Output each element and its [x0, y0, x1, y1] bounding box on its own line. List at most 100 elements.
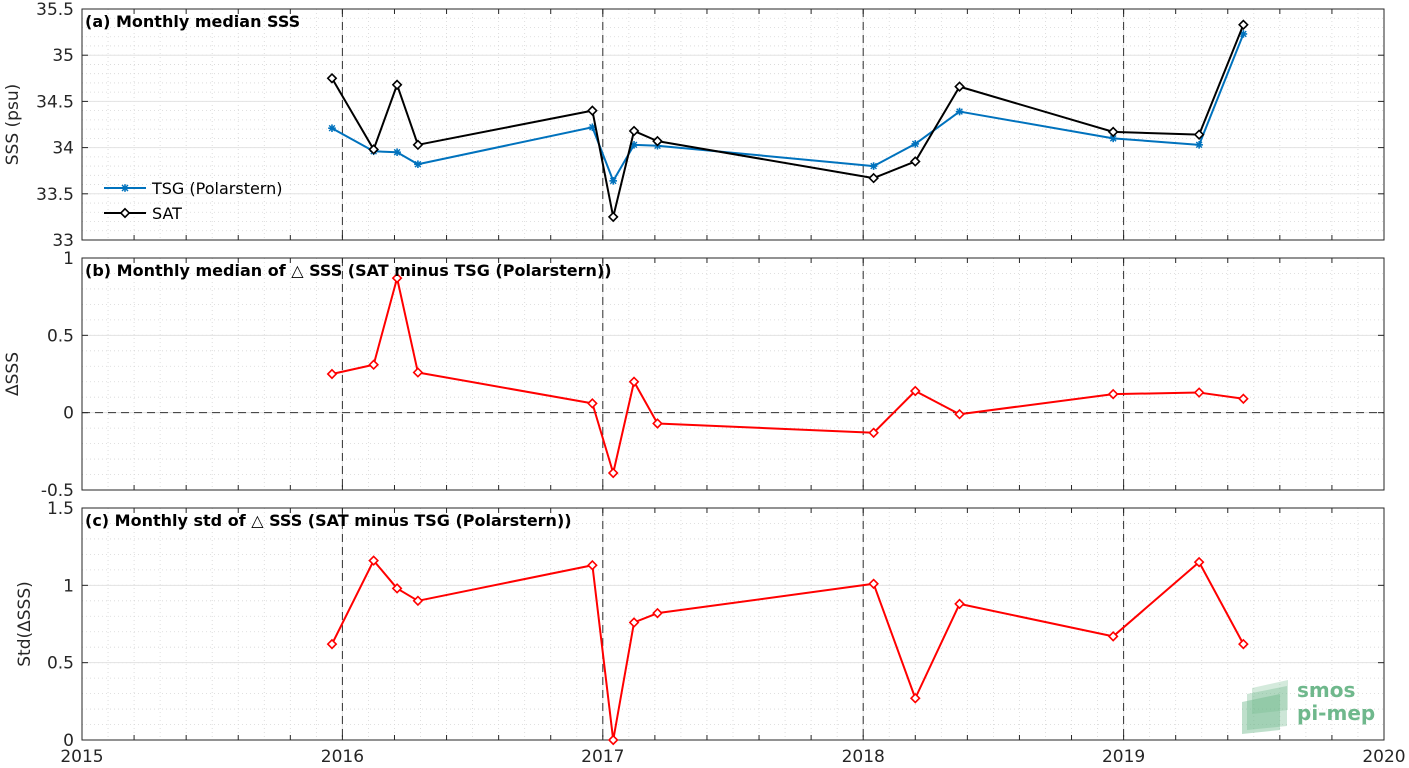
data-point	[587, 559, 598, 571]
data-point	[368, 144, 379, 155]
data-point	[652, 607, 663, 619]
data-point	[326, 368, 338, 380]
series-line	[331, 277, 1244, 474]
y-tick-label: 0	[63, 731, 74, 751]
data-point	[954, 598, 965, 610]
data-point	[326, 638, 338, 650]
data-point	[391, 79, 403, 91]
data-point	[412, 139, 424, 151]
data-point	[652, 135, 663, 147]
data-point	[326, 72, 338, 84]
data-point	[1107, 388, 1119, 400]
y-tick-label: 33.5	[36, 185, 74, 205]
data-point	[868, 172, 879, 184]
x-tick-label: 2020	[1362, 747, 1405, 767]
data-point	[391, 583, 403, 594]
tick-marks	[81, 8, 1385, 241]
y-axis-label: Std(ΔSSS)	[15, 581, 35, 667]
series-1	[326, 555, 1249, 746]
series-line	[331, 33, 1245, 182]
data-point	[587, 398, 598, 409]
y-tick-label: 1	[63, 249, 74, 269]
data-point	[1107, 631, 1119, 642]
data-point	[1107, 126, 1119, 138]
data-point	[368, 555, 379, 566]
x-tick-label: 2019	[1102, 747, 1145, 767]
y-tick-label: -0.5	[41, 481, 74, 501]
panel-title: (a) Monthly median SSS	[85, 12, 300, 31]
logo-text-pi-mep: pi-mep	[1297, 701, 1375, 725]
y-tick-label: 33	[52, 231, 74, 251]
series-1	[326, 272, 1249, 479]
data-point	[628, 376, 640, 388]
y-tick-label: 35.5	[36, 0, 74, 20]
data-point	[1195, 141, 1203, 149]
data-point	[868, 427, 879, 439]
data-point	[955, 107, 964, 116]
data-point	[869, 162, 878, 170]
data-point	[587, 105, 598, 116]
series-line	[331, 559, 1245, 741]
panel-c: 0 0.5 1 1.5 2015 2016 2017 2018 2019 2020 Std(ΔSSS…	[15, 499, 1406, 767]
data-point	[328, 124, 336, 132]
axes-box	[81, 257, 1385, 491]
data-point	[412, 595, 424, 607]
y-axis-label: SSS (psu)	[3, 84, 23, 165]
panel-b: -0.5 0 0.5 1 ΔSSS (b) Monthly median of △ SSS…	[3, 249, 1385, 501]
data-point	[1193, 129, 1205, 140]
data-point	[909, 692, 921, 704]
y-axis-label: ΔSSS	[3, 352, 23, 396]
x-tick-label: 2016	[321, 747, 364, 767]
data-point	[628, 617, 640, 628]
legend-entry-label: TSG (Polarstern)	[151, 179, 282, 198]
y-tick-label: 0.5	[47, 326, 74, 346]
data-point	[393, 148, 401, 157]
data-point	[911, 140, 920, 148]
axes-box	[81, 507, 1385, 741]
x-tick-label: 2017	[581, 747, 624, 767]
data-point	[607, 734, 619, 746]
data-point	[1238, 19, 1249, 31]
panel-a: 33 33.5 34 34.5 35 35.5 SSS (psu) (a) Monthly m…	[3, 0, 1385, 251]
data-point	[628, 125, 640, 137]
data-point	[412, 367, 424, 378]
data-point	[609, 177, 618, 185]
chart-panels: 33 33.5 34 34.5 35 35.5 SSS (psu) (a) Monthly m…	[3, 0, 1406, 767]
data-point	[414, 160, 422, 169]
data-point	[391, 272, 403, 284]
data-point	[1238, 393, 1249, 405]
axes-box	[81, 8, 1385, 241]
x-tick-label: 2018	[842, 747, 885, 767]
series-line	[331, 24, 1245, 218]
data-point	[607, 467, 619, 479]
logo-text-smos: smos	[1297, 678, 1355, 702]
data-point	[607, 211, 619, 223]
tick-marks	[81, 257, 1385, 491]
data-point	[954, 81, 965, 92]
y-tick-label: 0.5	[47, 654, 74, 674]
legend: TSG (Polarstern) SAT	[104, 179, 282, 223]
series-sat	[326, 19, 1249, 223]
y-tick-label: 34	[52, 139, 74, 159]
data-point	[1193, 556, 1205, 568]
data-point	[1238, 638, 1249, 650]
data-point	[909, 385, 921, 397]
data-point	[868, 578, 879, 590]
y-tick-label: 0	[63, 404, 74, 424]
x-tick-label: 2015	[60, 747, 103, 767]
data-point	[368, 359, 379, 371]
data-point	[652, 418, 663, 429]
data-point	[1109, 134, 1117, 143]
panel-title: (b) Monthly median of △ SSS (SAT minus T…	[85, 261, 612, 280]
legend-entry-label: SAT	[152, 204, 182, 223]
y-tick-label: 34.5	[36, 92, 74, 112]
y-tick-label: 1	[63, 576, 74, 596]
data-point	[1193, 387, 1205, 398]
data-point	[909, 156, 921, 167]
data-point	[954, 408, 965, 420]
panel-title: (c) Monthly std of △ SSS (SAT minus TSG …	[85, 511, 572, 530]
tick-marks	[81, 507, 1385, 741]
y-tick-label: 35	[52, 46, 74, 66]
y-tick-label: 1.5	[47, 499, 74, 519]
